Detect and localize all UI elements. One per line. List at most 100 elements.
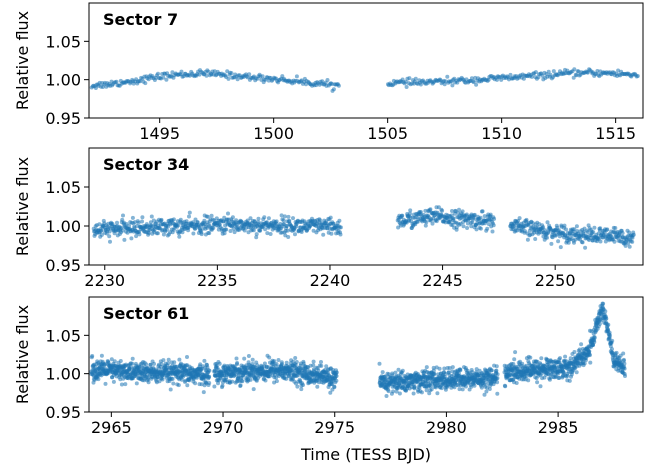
data-point xyxy=(148,220,153,225)
data-point xyxy=(424,388,429,393)
data-point xyxy=(311,363,316,368)
data-point xyxy=(251,387,256,392)
data-point xyxy=(563,354,568,359)
data-point xyxy=(610,338,615,343)
data-point xyxy=(622,361,627,366)
data-point xyxy=(284,376,289,381)
data-point xyxy=(424,220,429,225)
data-point xyxy=(176,223,181,228)
data-point xyxy=(485,226,490,231)
data-point xyxy=(191,231,196,236)
data-point xyxy=(111,379,116,384)
data-point xyxy=(400,368,405,373)
data-point xyxy=(465,226,470,230)
data-point xyxy=(437,366,442,371)
data-point xyxy=(508,72,513,77)
data-point xyxy=(235,361,240,365)
data-point xyxy=(224,227,229,232)
data-point xyxy=(272,359,277,364)
data-point xyxy=(472,383,477,388)
data-point xyxy=(613,226,618,230)
data-point xyxy=(591,230,596,235)
data-point xyxy=(474,227,479,232)
data-point xyxy=(622,366,627,371)
data-point xyxy=(212,384,217,389)
data-point xyxy=(413,76,418,81)
data-point xyxy=(391,389,396,394)
data-point xyxy=(211,226,216,230)
data-point xyxy=(549,241,554,246)
data-point xyxy=(627,230,632,235)
data-point xyxy=(293,356,298,360)
data-point xyxy=(137,232,142,237)
data-point xyxy=(107,229,112,234)
data-point xyxy=(397,391,402,396)
data-point xyxy=(338,232,343,237)
data-point xyxy=(480,209,485,214)
data-points xyxy=(89,301,627,398)
data-point xyxy=(443,372,448,376)
data-point xyxy=(511,362,516,366)
data-point xyxy=(572,67,577,72)
data-point xyxy=(140,215,145,220)
data-point xyxy=(285,228,290,233)
data-point xyxy=(603,309,608,314)
data-point xyxy=(458,368,463,373)
data-point xyxy=(551,69,556,74)
data-point xyxy=(161,75,166,80)
data-point xyxy=(455,80,460,85)
y-axis-label: Relative flux xyxy=(13,157,32,256)
data-point xyxy=(319,360,323,364)
data-point xyxy=(588,360,593,365)
data-point xyxy=(561,370,566,375)
data-point xyxy=(293,232,297,237)
data-point xyxy=(286,214,291,219)
data-point xyxy=(540,73,545,78)
data-point xyxy=(572,240,576,245)
data-point xyxy=(193,381,198,386)
data-point xyxy=(623,374,627,378)
data-point xyxy=(324,364,329,369)
data-point xyxy=(565,373,570,378)
data-point xyxy=(538,384,543,389)
data-point xyxy=(281,218,286,223)
data-point xyxy=(274,379,279,384)
data-point xyxy=(432,371,437,376)
data-point xyxy=(592,340,597,344)
data-point xyxy=(612,239,617,244)
data-point xyxy=(469,224,474,229)
data-point xyxy=(155,231,160,236)
x-tick-label: 2980 xyxy=(426,418,467,437)
data-point xyxy=(608,333,612,338)
data-point xyxy=(479,385,484,390)
x-tick-label: 1515 xyxy=(595,124,636,143)
data-point xyxy=(577,347,582,352)
data-point xyxy=(499,77,504,82)
data-point xyxy=(201,390,206,395)
data-point xyxy=(442,366,447,371)
data-point xyxy=(579,342,584,347)
data-point xyxy=(621,351,626,356)
data-point xyxy=(478,226,483,231)
data-point xyxy=(542,228,547,233)
data-point xyxy=(166,357,171,362)
data-point xyxy=(114,79,119,84)
data-point xyxy=(334,378,339,383)
data-point xyxy=(336,83,341,88)
data-point xyxy=(316,368,321,373)
data-point xyxy=(199,232,204,237)
data-point xyxy=(574,73,579,78)
data-point xyxy=(491,223,496,228)
data-point xyxy=(529,74,534,79)
data-point xyxy=(525,237,530,242)
data-point xyxy=(151,218,156,223)
data-point xyxy=(121,213,125,218)
data-point xyxy=(445,74,450,79)
data-point xyxy=(263,227,268,232)
data-point xyxy=(294,360,299,364)
data-point xyxy=(488,212,493,217)
data-point xyxy=(291,376,296,381)
data-point xyxy=(212,69,217,74)
data-point xyxy=(384,394,389,398)
